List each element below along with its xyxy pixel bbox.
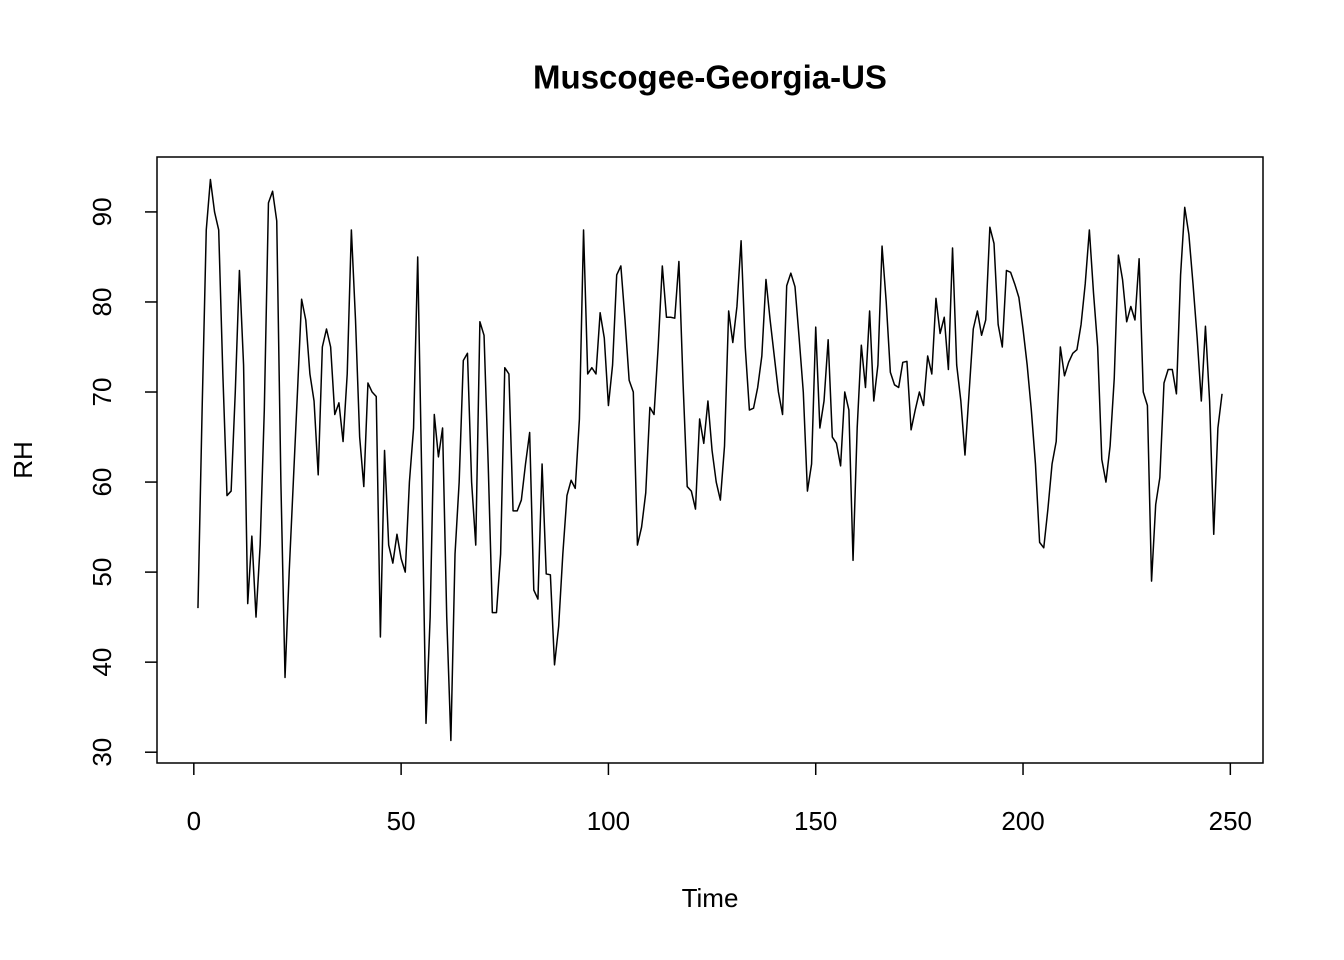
plot-frame [156, 156, 1264, 764]
x-tick-label: 0 [187, 806, 201, 836]
y-axis-label: RH [8, 441, 38, 479]
y-tick-label: 40 [87, 648, 117, 677]
y-tick-label: 90 [87, 197, 117, 226]
chart-title: Muscogee-Georgia-US [533, 59, 887, 96]
y-tick-label: 60 [87, 468, 117, 497]
y-tick-label: 70 [87, 378, 117, 407]
x-tick-label: 100 [587, 806, 630, 836]
x-tick-label: 200 [1001, 806, 1044, 836]
y-tick-label: 30 [87, 738, 117, 767]
x-tick-label: 150 [794, 806, 837, 836]
x-tick-label: 50 [387, 806, 416, 836]
y-tick-label: 50 [87, 558, 117, 587]
series-line [197, 178, 1223, 742]
y-tick-label: 80 [87, 288, 117, 317]
x-tick-label: 250 [1209, 806, 1252, 836]
x-axis-label: Time [682, 883, 739, 913]
